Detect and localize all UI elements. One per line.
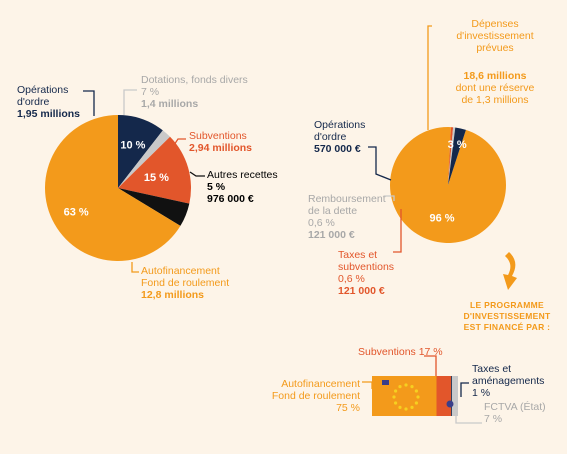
bar-star-10 xyxy=(410,385,414,389)
right-pie-percent-depenses: 96 % xyxy=(429,212,454,224)
bar-fctva-leader xyxy=(455,415,482,424)
bar-segment-fctva xyxy=(451,376,458,416)
bar-star-6 xyxy=(392,395,396,399)
bar-flag-decoration xyxy=(382,380,454,411)
bar-star-2 xyxy=(410,405,414,409)
bar-star-5 xyxy=(394,401,398,405)
bar-autofinancement-leader xyxy=(362,381,373,389)
right-operations-label: Opérations d'ordre 570 000 € xyxy=(314,119,366,155)
right-pie-slice-remboursement xyxy=(448,127,456,185)
bar-star-1 xyxy=(414,401,418,405)
left-subventions-leader xyxy=(171,138,186,149)
bar-subventions-label: Subventions 17 % xyxy=(358,346,443,358)
right-depenses-leader xyxy=(427,25,432,130)
left-autres-leader xyxy=(189,171,205,177)
bar-star-3 xyxy=(404,407,408,411)
left-dotations-label: Dotations, fonds divers 7 % 1,4 millions xyxy=(141,74,248,110)
right-taxes-label: Taxes et subventions 0,6 % 121 000 € xyxy=(338,249,395,297)
left-pie-slice-operations xyxy=(118,115,163,188)
bar-segment-autofinancement xyxy=(372,376,437,416)
bar-segment-taxes xyxy=(451,376,452,416)
bar-star-4 xyxy=(398,405,402,409)
left-pie-slice-autofinancement xyxy=(44,115,181,261)
left-subventions-label: Subventions 2,94 millions xyxy=(189,130,253,154)
left-pie-slice-dotations xyxy=(118,130,171,188)
bar-segment-subventions xyxy=(436,376,452,416)
bar-flag-mark xyxy=(382,380,389,385)
left-operations-leader xyxy=(83,90,95,116)
left-pie-percent-subventions: 15 % xyxy=(144,172,169,184)
down-arrow-icon xyxy=(503,252,517,290)
right-depenses-label: Dépenses d'investissement prévues xyxy=(456,18,534,54)
bar-star-8 xyxy=(398,385,402,389)
right-pie-slice-taxes xyxy=(448,127,454,185)
right-pie-percent-operations: 3 % xyxy=(448,139,467,151)
bar-star-7 xyxy=(394,389,398,393)
left-pie-slice-subventions xyxy=(118,136,192,204)
right-remboursement-label: Remboursement de la dette 0,6 % 121 000 … xyxy=(308,193,386,241)
bar-taxes-leader xyxy=(460,382,469,397)
left-autres-label: Autres recettes 5 % 976 000 € xyxy=(207,169,278,205)
bar-star-9 xyxy=(404,383,408,387)
bar-star-0 xyxy=(416,395,420,399)
bar-star-11 xyxy=(414,389,418,393)
right-pie-slice-operations xyxy=(448,127,466,185)
right-depenses-amount: 18,6 millions dont une réserve de 1,3 mi… xyxy=(455,70,535,106)
left-autofinancement-leader xyxy=(131,262,139,273)
right-pie-slice-depenses xyxy=(390,127,507,243)
bar-dot-mark xyxy=(446,400,454,408)
right-operations-leader xyxy=(368,146,392,181)
left-autofinancement-label: Autofinancement Fond de roulement 12,8 m… xyxy=(141,265,230,301)
program-title: LE PROGRAMME D'INVESTISSEMENT EST FINANC… xyxy=(463,300,551,332)
right-remboursement-leader xyxy=(385,195,395,201)
bar-fctva-label: FCTVA (État) 7 % xyxy=(484,401,546,425)
right-taxes-leader xyxy=(393,209,402,253)
bar-taxes-label: Taxes et aménagements 1 % xyxy=(472,363,545,399)
left-pie-percent-operations: 10 % xyxy=(120,139,145,151)
left-pie-slice-autres xyxy=(118,188,190,226)
left-pie-percent-autofinancement: 63 % xyxy=(64,207,89,219)
left-dotations-leader xyxy=(123,89,137,115)
bar-subventions-leader xyxy=(424,355,437,376)
bar-autofinancement-label: Autofinancement Fond de roulement 75 % xyxy=(271,378,360,414)
left-operations-label: Opérations d'ordre 1,95 millions xyxy=(17,84,81,120)
